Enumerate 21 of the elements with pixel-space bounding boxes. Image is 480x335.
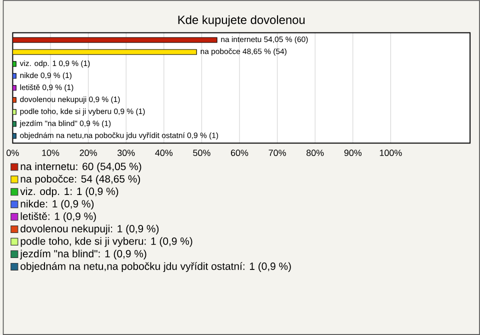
legend-label: jezdím "na blind": 1 (0,9 %) — [20, 250, 146, 260]
legend-label: na pobočce: 54 (48,65 %) — [20, 174, 140, 185]
x-tick-label: 80% — [306, 150, 324, 156]
legend-label: objednám na netu,na pobočku jdu vyřídit ostatní: 1 (0,9 %) — [20, 262, 291, 272]
x-tick-label: 100% — [380, 150, 402, 156]
legend-label: viz. odp. 1: 1 (0,9 %) — [20, 187, 118, 198]
legend-label: dovolenou nekupuji: 1 (0,9 %) — [20, 224, 159, 234]
x-tick-label: 30% — [117, 150, 135, 156]
x-tick-label: 90% — [344, 150, 362, 156]
legend-label: na internetu: 60 (54,05 %) — [20, 162, 142, 172]
x-tick-label: 10% — [42, 150, 60, 156]
legend-label: podle toho, kde si ji vyberu: 1 (0,9 %) — [20, 237, 192, 247]
x-tick-label: 20% — [80, 150, 97, 156]
x-tick-label: 40% — [155, 150, 173, 156]
legend-label: letiště: 1 (0,9 %) — [20, 212, 96, 222]
x-tick-label: 60% — [230, 150, 248, 156]
x-tick-label: 0% — [6, 150, 19, 156]
chart-title: Kde kupujete dovolenou — [178, 15, 305, 26]
legend-label: nikde: 1 (0,9 %) — [20, 200, 94, 210]
x-tick-label: 50% — [193, 150, 210, 156]
x-tick-label: 70% — [268, 150, 286, 156]
